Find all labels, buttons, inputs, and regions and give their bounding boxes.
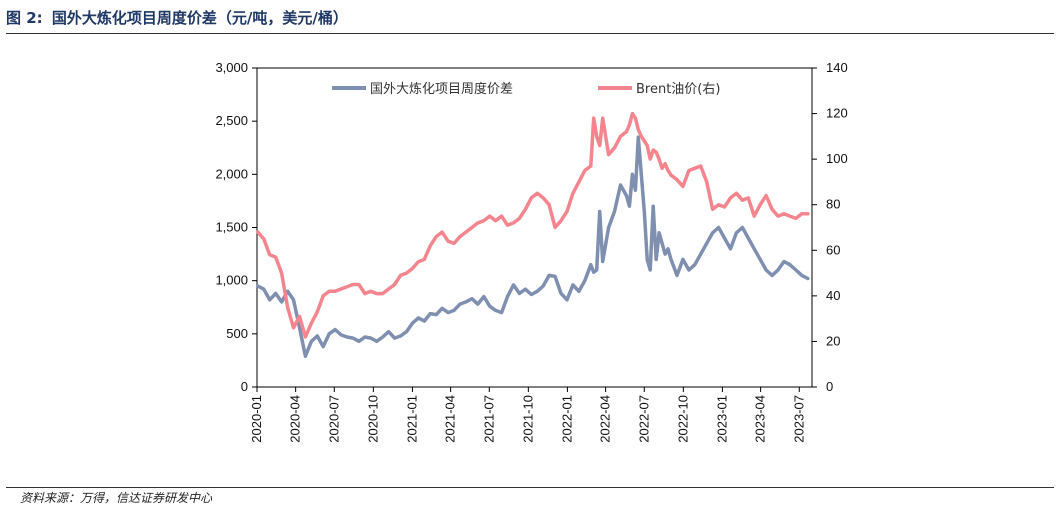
x-tick-label: 2023-04: [753, 395, 768, 443]
y-left-tick-label: 1,000: [215, 273, 248, 288]
y-left-tick-label: 2,000: [215, 166, 248, 181]
legend-label: 国外大炼化项目周度价差: [370, 81, 513, 97]
brent-series-line: [256, 111, 810, 339]
x-tick-label: 2021-01: [404, 395, 419, 443]
y-left-tick-label: 500: [226, 326, 248, 341]
x-tick-label: 2021-04: [443, 395, 458, 443]
y-left-tick-label: 3,000: [215, 60, 248, 75]
y-right-tick-label: 60: [826, 242, 840, 257]
x-tick-label: 2020-10: [365, 395, 380, 443]
x-tick-label: 2022-10: [675, 395, 690, 443]
y-left-tick-label: 0: [241, 379, 248, 394]
source-note: 资料来源：万得，信达证券研发中心: [20, 491, 213, 505]
x-tick-label: 2022-07: [636, 395, 651, 443]
x-tick-label: 2020-01: [249, 395, 264, 443]
plot-frame: [256, 67, 813, 388]
y-left-tick-label: 1,500: [215, 220, 248, 235]
bottom-rule: [6, 487, 1054, 488]
y-right-tick-label: 40: [826, 288, 840, 303]
x-tick-label: 2020-07: [326, 395, 341, 443]
spread-series-line: [256, 135, 810, 358]
y-right-tick-label: 140: [826, 60, 848, 75]
figure-title-text: 国外大炼化项目周度价差（元/吨，美元/桶）: [51, 9, 348, 27]
x-tick-label: 2021-10: [520, 395, 535, 443]
chart-area: 0 500 1,000 1,500 2,000 2,500 3,000 0 20 40 60 80 1…: [215, 60, 848, 443]
figure-label: 图 2:: [6, 9, 43, 27]
x-tick-label: 2023-07: [791, 395, 806, 443]
x-tick-label: 2022-01: [559, 395, 574, 443]
figure-title: 图 2: 国外大炼化项目周度价差（元/吨，美元/桶）: [6, 7, 348, 28]
x-tick-label: 2022-04: [598, 395, 613, 443]
y-right-tick-label: 80: [826, 197, 840, 212]
y-right-tick-label: 100: [826, 151, 848, 166]
y-right-tick-label: 20: [826, 333, 840, 348]
y-right-tick-label: 0: [826, 379, 833, 394]
legend-label: Brent油价(右): [636, 82, 720, 97]
x-tick-label: 2021-07: [481, 395, 496, 443]
y-left-tick-label: 2,500: [215, 113, 248, 128]
x-tick-label: 2020-04: [288, 395, 303, 443]
y-right-tick-label: 120: [826, 106, 848, 121]
x-tick-label: 2023-01: [714, 395, 729, 443]
top-rule: [6, 33, 1054, 34]
